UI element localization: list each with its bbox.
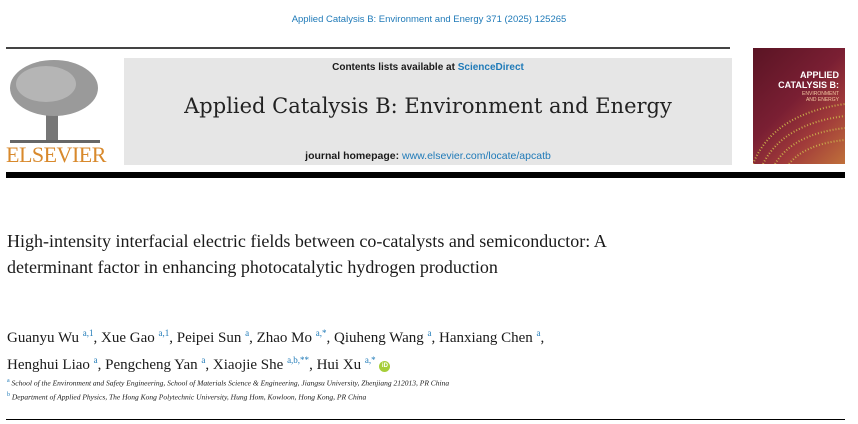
homepage-line: journal homepage: www.elsevier.com/locat…	[124, 150, 732, 162]
author[interactable]: Peipei Sun a	[176, 328, 250, 346]
author-name: Qiuheng Wang	[334, 330, 424, 346]
affiliation-text: School of the Environment and Safety Eng…	[11, 378, 450, 388]
divider	[6, 47, 730, 49]
journal-title: Applied Catalysis B: Environment and Ene…	[184, 94, 672, 118]
author-affiliation-marker[interactable]: a	[93, 355, 98, 365]
cover-title: APPLIED CATALYSIS B:	[778, 70, 839, 90]
article-title: High-intensity interfacial electric fiel…	[7, 231, 606, 277]
homepage-prefix: journal homepage:	[305, 150, 402, 162]
affiliation-label: a	[7, 378, 10, 384]
contents-line: Contents lists available at ScienceDirec…	[124, 62, 732, 73]
cover-subtitle-line: ENVIRONMENT	[802, 91, 839, 97]
homepage-link[interactable]: www.elsevier.com/locate/apcatb	[402, 150, 551, 162]
author-name: Xue Gao	[101, 330, 155, 346]
affiliation-text: Department of Applied Physics, The Hong …	[11, 392, 367, 402]
author-affiliation-marker[interactable]: a,b,**	[287, 355, 310, 365]
contents-prefix: Contents lists available at	[332, 62, 458, 73]
author-affiliation-marker[interactable]: a	[245, 328, 250, 338]
journal-cover[interactable]: APPLIED CATALYSIS B: ENVIRONMENT AND ENERG…	[753, 48, 845, 164]
author-affiliation-marker[interactable]: a,*	[364, 355, 376, 365]
journal-masthead: Contents lists available at ScienceDirec…	[124, 58, 732, 165]
author-affiliation-marker[interactable]: a	[427, 328, 432, 338]
author[interactable]: Henghui Liao a	[7, 355, 98, 373]
affiliation-a: a School of the Environment and Safety E…	[7, 378, 449, 388]
author-affiliation-marker[interactable]: a,1	[158, 328, 170, 338]
author[interactable]: Qiuheng Wang a	[334, 328, 432, 346]
affiliation-b: b Department of Applied Physics, The Hon…	[7, 392, 366, 402]
author-name: Peipei Sun	[176, 330, 242, 346]
cover-title-line: CATALYSIS B:	[778, 80, 839, 90]
divider	[6, 419, 845, 420]
orcid-icon[interactable]: iD	[379, 361, 391, 372]
author-list: Guanyu Wu a,1, Xue Gao a,1, Peipei Sun a…	[7, 328, 545, 373]
author-name: Xiaojie She	[212, 357, 284, 373]
author-name: Henghui Liao	[7, 357, 90, 373]
author-affiliation-marker[interactable]: a,*	[315, 328, 327, 338]
elsevier-logo[interactable]: ELSEVIER	[6, 58, 106, 168]
author[interactable]: Pengcheng Yan a	[105, 355, 206, 373]
author[interactable]: Xue Gao a,1	[101, 328, 170, 346]
cover-subtitle: ENVIRONMENT AND ENERGY	[802, 91, 839, 103]
author-name: Pengcheng Yan	[105, 357, 198, 373]
author-name: Hui Xu	[316, 357, 362, 373]
cover-wave-pattern	[753, 103, 845, 164]
author[interactable]: Hui Xu a,*	[316, 355, 376, 373]
author[interactable]: Xiaojie She a,b,**	[212, 355, 310, 373]
author-affiliation-marker[interactable]: a	[536, 328, 541, 338]
author-name: Hanxiang Chen	[439, 330, 533, 346]
cover-subtitle-line: AND ENERGY	[805, 97, 839, 103]
author[interactable]: Hanxiang Chen a	[439, 328, 541, 346]
author-name: Zhao Mo	[256, 330, 313, 346]
affiliation-label: b	[7, 392, 10, 398]
sciencedirect-link[interactable]: ScienceDirect	[457, 62, 524, 73]
author[interactable]: Zhao Mo a,*	[256, 328, 327, 346]
cover-title-line: APPLIED	[799, 70, 839, 80]
author[interactable]: Guanyu Wu a,1	[7, 328, 94, 346]
author-name: Guanyu Wu	[7, 330, 80, 346]
elsevier-wordmark: ELSEVIER	[6, 142, 106, 167]
journal-citation[interactable]: Applied Catalysis B: Environment and Ene…	[291, 14, 567, 25]
author-affiliation-marker[interactable]: a,1	[82, 328, 94, 338]
divider	[6, 172, 845, 178]
author-affiliation-marker[interactable]: a	[201, 355, 206, 365]
elsevier-tree-icon	[10, 60, 100, 143]
